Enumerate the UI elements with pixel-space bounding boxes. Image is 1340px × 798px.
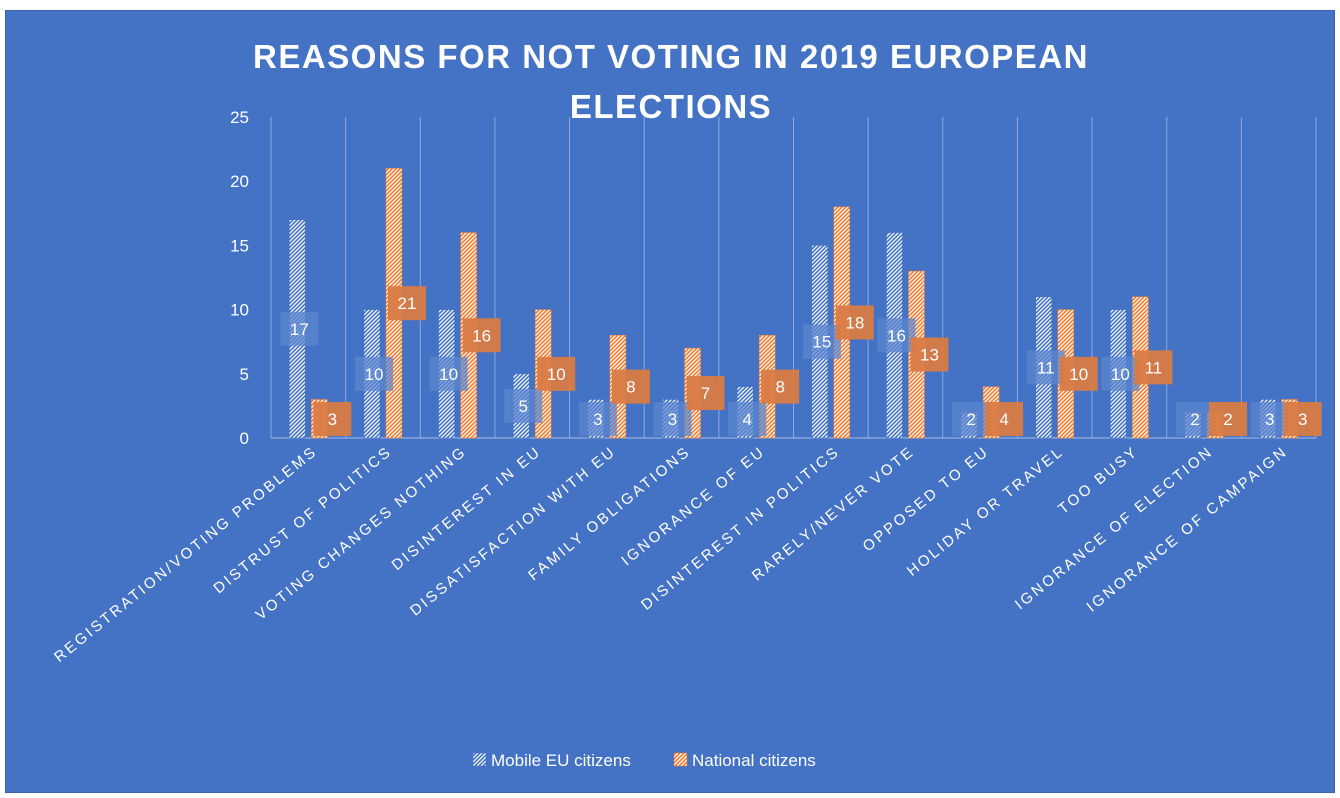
data-labels: 17 3 10 21 10 16 5 10 3 8 3 7 4 8 15 18 16 13 2 4 11 10 10 11 2 2…	[280, 286, 1322, 436]
data-label: 2	[966, 410, 975, 429]
data-label: 3	[668, 410, 677, 429]
data-label-box	[1176, 402, 1215, 436]
data-label: 16	[472, 326, 491, 345]
data-label: 18	[845, 313, 864, 332]
data-label: 8	[775, 378, 784, 397]
data-label: 3	[328, 410, 337, 429]
legend-swatch-national	[673, 752, 688, 767]
legend-label-mobile: Mobile EU citizens	[491, 751, 631, 770]
data-label: 2	[1223, 410, 1232, 429]
y-tick-label: 20	[230, 172, 249, 191]
data-label: 10	[1111, 365, 1130, 384]
data-label-box	[761, 369, 800, 404]
data-label: 10	[365, 365, 384, 384]
y-tick-label: 5	[240, 365, 249, 384]
bar-chart: 0 5 10 15 20 25 17 3 10 21 10 16 5 10 3 8 3 7 4 8 15 18 16 13 2…	[51, 38, 1322, 770]
data-label-box	[387, 286, 426, 321]
x-tick-label: REGISTRATION/VOTING PROBLEMS	[51, 443, 321, 666]
data-label: 13	[920, 346, 939, 365]
data-label: 2	[1190, 410, 1199, 429]
data-label-box	[877, 318, 916, 353]
data-label: 17	[290, 320, 309, 339]
data-label-box	[1059, 356, 1098, 391]
legend-label-national: National citizens	[692, 751, 816, 770]
data-label: 8	[626, 378, 635, 397]
data-label-box	[802, 324, 841, 359]
data-label-box	[952, 402, 991, 436]
data-label: 5	[519, 397, 528, 416]
data-label-box	[728, 402, 767, 436]
data-label-box	[280, 311, 319, 346]
data-label-box	[686, 376, 725, 411]
y-tick-label: 25	[230, 108, 249, 127]
y-tick-label: 0	[240, 429, 249, 448]
x-tick-label: OPPOSED TO EU	[860, 443, 993, 555]
data-label: 15	[812, 333, 831, 352]
data-label-box	[578, 402, 617, 436]
x-tick-label: IGNORANCE OF EU	[618, 443, 768, 569]
y-tick-label: 10	[230, 301, 249, 320]
chart-title-line-1: REASONS FOR NOT VOTING IN 2019 EUROPEAN	[253, 38, 1089, 75]
data-label: 3	[1265, 410, 1274, 429]
data-label-box	[1209, 402, 1248, 436]
data-label-box	[1026, 350, 1065, 385]
data-label-box	[611, 369, 650, 404]
x-tick-label: HOLIDAY OR TRAVEL	[904, 443, 1067, 580]
data-label: 3	[1298, 410, 1307, 429]
data-label: 11	[1037, 358, 1055, 377]
data-label-box	[354, 356, 393, 391]
data-label-box	[1283, 402, 1322, 436]
legend: Mobile EU citizens National citizens	[472, 751, 816, 770]
data-label-box	[1134, 350, 1173, 385]
data-label-box	[985, 402, 1024, 436]
data-label-box	[462, 318, 501, 353]
data-label-box	[835, 305, 874, 340]
data-label-box	[910, 337, 949, 372]
data-label: 3	[593, 410, 602, 429]
data-label-box	[429, 356, 468, 391]
x-tick-label: FAMILY OBLIGATIONS	[525, 443, 694, 584]
data-label-box	[653, 402, 692, 436]
data-label: 11	[1145, 358, 1163, 377]
data-label: 4	[742, 410, 751, 429]
chart-area: 0 5 10 15 20 25 17 3 10 21 10 16 5 10 3 8 3 7 4 8 15 18 16 13 2…	[5, 10, 1335, 793]
data-label-box	[504, 388, 543, 423]
data-label: 4	[999, 410, 1008, 429]
data-label: 10	[439, 365, 458, 384]
data-label: 21	[398, 294, 417, 313]
data-label: 7	[701, 384, 710, 403]
data-label: 16	[887, 326, 906, 345]
legend-swatch-mobile	[472, 752, 487, 767]
x-tick-label: DISINTEREST IN EU	[389, 443, 545, 574]
data-label-box	[537, 356, 576, 391]
data-label-box	[313, 402, 352, 436]
data-label-box	[1101, 356, 1140, 391]
data-label: 10	[1069, 365, 1088, 384]
data-label: 10	[547, 365, 566, 384]
data-label-box	[1250, 402, 1289, 436]
y-tick-label: 15	[230, 236, 249, 255]
gridlines	[270, 117, 1317, 438]
chart-title-line-2: ELECTIONS	[570, 88, 772, 125]
